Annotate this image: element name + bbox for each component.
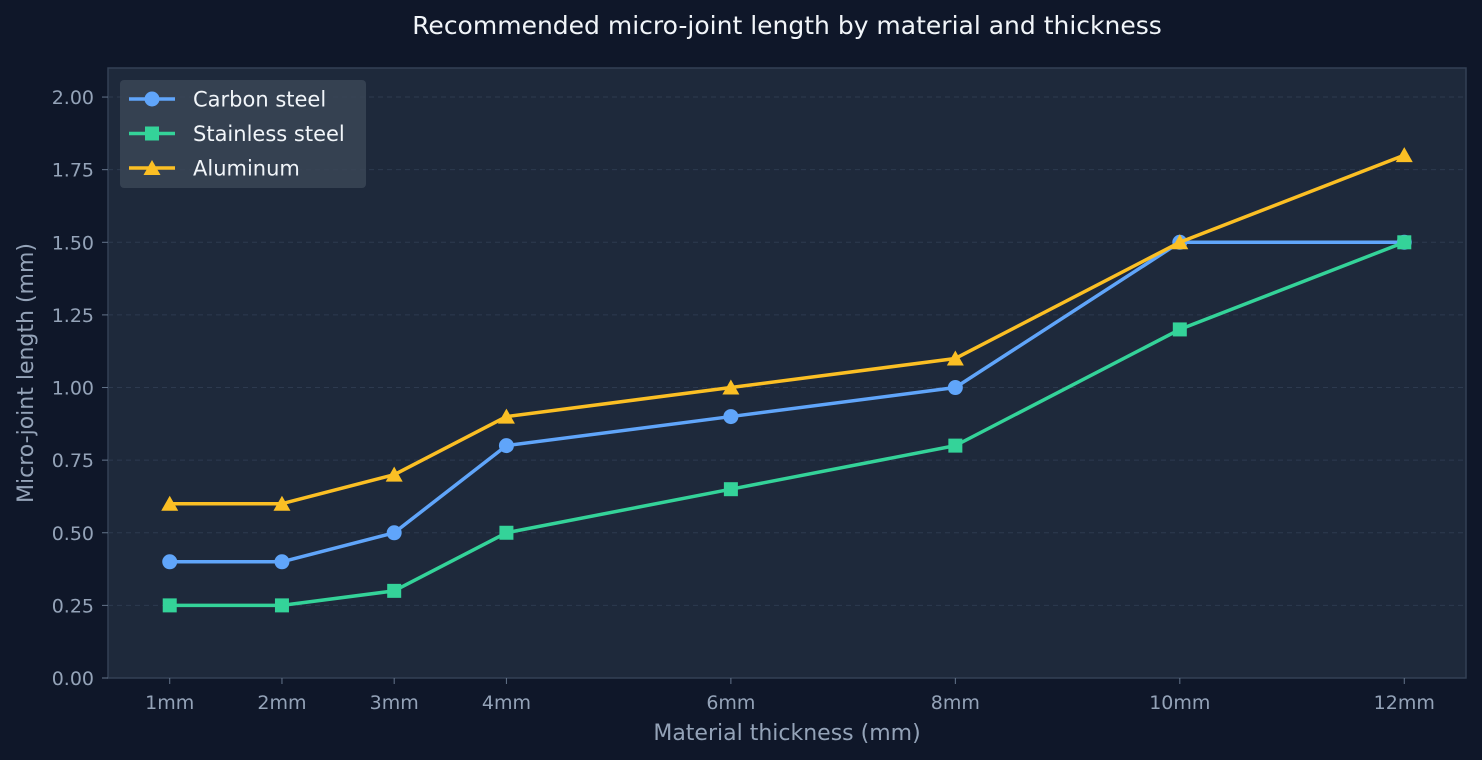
data-point	[161, 495, 179, 511]
y-axis-ticks: 0.00 0.25 0.50 0.75 1.00 1.25 1.50 1.75 2.00	[52, 87, 108, 690]
chart-title: Recommended micro-joint length by materi…	[412, 11, 1162, 40]
data-point	[1397, 235, 1412, 250]
x-tick-label: 1mm	[145, 692, 194, 714]
x-tick-label: 2mm	[257, 692, 306, 714]
data-point	[1172, 322, 1187, 337]
series-aluminum	[161, 147, 1413, 511]
series-layer	[161, 147, 1413, 613]
data-point	[1171, 234, 1189, 250]
data-point	[947, 380, 963, 396]
data-point	[274, 554, 290, 570]
legend-marker	[144, 91, 160, 107]
x-axis-ticks: 1mm 2mm 3mm 4mm 6mm 8mm 10mm 12mm	[145, 678, 1435, 714]
data-point	[386, 525, 402, 541]
y-tick-label: 1.00	[52, 378, 94, 400]
y-tick-label: 2.00	[52, 87, 94, 109]
y-tick-label: 0.75	[52, 450, 94, 472]
data-point	[273, 495, 291, 511]
x-tick-label: 6mm	[706, 692, 755, 714]
y-tick-label: 1.50	[52, 232, 94, 254]
data-point	[274, 598, 289, 613]
data-point	[387, 583, 402, 598]
x-axis-label: Material thickness (mm)	[653, 721, 920, 746]
data-point	[946, 350, 964, 366]
series-line	[167, 240, 1407, 608]
legend-item: Carbon steel	[129, 88, 326, 112]
x-tick-label: 3mm	[370, 692, 419, 714]
x-tick-label: 4mm	[482, 692, 531, 714]
legend-label: Stainless steel	[193, 122, 345, 146]
legend-item: Stainless steel	[129, 122, 345, 146]
legend-marker	[145, 126, 159, 141]
legend-label: Carbon steel	[193, 88, 326, 112]
data-point	[162, 554, 178, 570]
x-tick-label: 10mm	[1149, 692, 1210, 714]
data-point	[499, 525, 514, 540]
legend-label: Aluminum	[193, 157, 300, 181]
y-axis-label: Micro-joint length (mm)	[14, 243, 39, 503]
legend-marker	[143, 160, 161, 175]
data-point	[1395, 147, 1413, 163]
data-point	[722, 379, 740, 395]
legend: Carbon steel Stainless steel Aluminum	[120, 80, 366, 188]
data-point	[948, 438, 963, 453]
data-point	[497, 408, 515, 424]
data-point	[498, 438, 514, 454]
y-tick-label: 0.00	[52, 668, 94, 690]
x-tick-label: 12mm	[1374, 692, 1435, 714]
data-point	[723, 482, 738, 497]
y-tick-label: 1.75	[52, 160, 94, 182]
data-point	[162, 598, 177, 613]
legend-box	[120, 80, 366, 188]
series-line	[167, 240, 1407, 564]
y-tick-label: 1.25	[52, 305, 94, 327]
y-tick-label: 0.50	[52, 523, 94, 545]
series-stainless-steel	[162, 235, 1412, 613]
data-point	[385, 466, 403, 482]
legend-item: Aluminum	[129, 157, 300, 181]
series-line	[167, 153, 1407, 506]
data-point	[723, 409, 739, 425]
y-tick-label: 0.25	[52, 595, 94, 617]
x-tick-label: 8mm	[931, 692, 980, 714]
